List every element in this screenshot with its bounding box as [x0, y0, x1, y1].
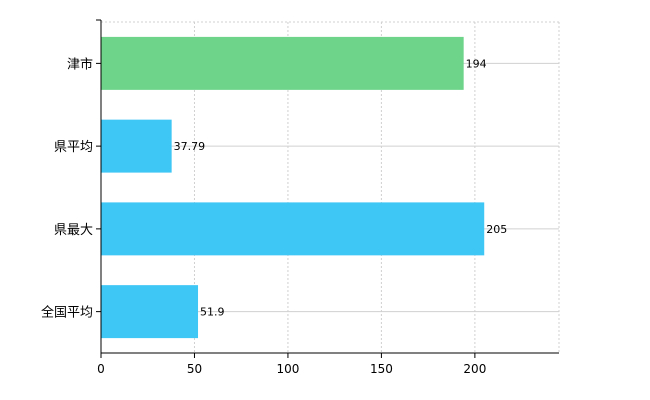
data-label: 51.9: [200, 306, 225, 319]
bar: [101, 36, 464, 90]
data-label: 205: [486, 223, 507, 236]
bar: [101, 119, 172, 173]
bars: [101, 36, 485, 339]
data-label: 37.79: [174, 140, 206, 153]
x-tick-label: 0: [97, 362, 105, 376]
x-tick-label: 150: [370, 362, 393, 376]
category-label: 津市: [67, 56, 93, 72]
category-label: 県平均: [54, 140, 93, 155]
bar: [101, 285, 199, 339]
data-label: 194: [466, 57, 487, 70]
x-tick-label: 200: [463, 362, 486, 376]
x-tick-label: 50: [187, 362, 202, 376]
category-label: 県最大: [54, 223, 93, 238]
bar: [101, 202, 485, 256]
labels: 0 50 100 150 200 津市 194 県平均 37.79 県最大 205 全国平均 51.9: [41, 19, 507, 376]
category-label: 全国平均: [41, 305, 93, 321]
x-tick-label: 100: [276, 362, 299, 376]
axes: [100, 20, 559, 354]
